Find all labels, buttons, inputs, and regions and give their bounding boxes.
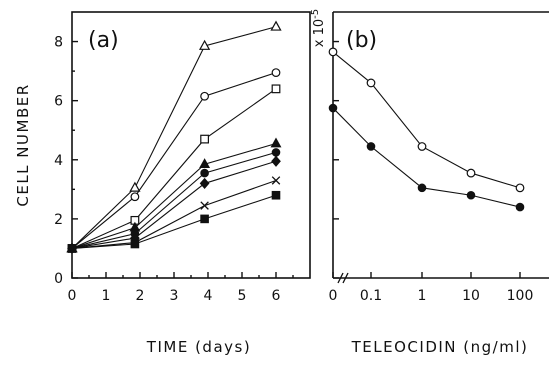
filled-circle-marker: [271, 148, 281, 157]
y-tick-label-a: 0: [54, 271, 63, 287]
open-triangle-marker: [270, 20, 282, 31]
series-line-a-open-triangle: [71, 26, 277, 249]
cross-marker: [271, 176, 281, 185]
x-tick-label-b: 1: [418, 288, 427, 304]
filled-diamond-marker: [271, 155, 281, 167]
y-axis-unit: x 10-5: [310, 9, 327, 47]
cross-marker: [200, 201, 209, 210]
open-circle-marker: [130, 192, 140, 202]
y-unit-exponent: -5: [310, 9, 321, 19]
series-line-a-cross: [71, 179, 277, 249]
filled-circle-marker: [417, 183, 427, 193]
x-axis-title-a: TIME (days): [146, 338, 251, 356]
filled-square-marker: [67, 244, 77, 253]
series-line-a-filled-circle: [71, 151, 277, 249]
x-tick-label-b: 100: [507, 288, 534, 304]
x-tick-label-b: 10: [462, 288, 480, 304]
filled-square-marker: [271, 190, 281, 200]
open-circle-marker: [466, 168, 476, 178]
filled-circle-marker: [366, 142, 376, 151]
panel-b-label: (b): [346, 28, 377, 53]
panel-b-series: [328, 47, 525, 212]
y-tick-label-a: 8: [54, 35, 63, 51]
x-tick-label-a: 6: [272, 288, 281, 304]
x-tick-label-a: 4: [204, 288, 213, 304]
y-axis-title: CELL NUMBER: [14, 83, 32, 206]
filled-square-marker: [130, 239, 140, 249]
x-tick-label-b: 0.1: [360, 288, 382, 304]
open-circle-marker: [200, 91, 210, 101]
x-axis-title-b: TELEOCIDIN (ng/ml): [351, 338, 529, 356]
open-circle-marker: [417, 142, 427, 151]
panel-a-ticks: 0 1 2 3 4 5 6 0 2 4 6 8: [54, 35, 294, 304]
y-tick-label-a: 6: [54, 94, 63, 110]
open-circle-marker: [271, 68, 281, 77]
open-triangle-marker: [129, 181, 141, 192]
series-line-a-filled-triangle: [71, 142, 277, 249]
open-triangle-marker: [198, 39, 211, 50]
filled-circle-marker: [200, 168, 209, 178]
filled-circle-marker: [515, 202, 525, 212]
open-circle-marker: [328, 47, 338, 57]
filled-triangle-marker: [199, 158, 211, 169]
series-line-b-filled-circle: [332, 107, 521, 208]
series-line-a-filled-diamond: [71, 160, 277, 249]
series-line-a-filled-square: [71, 194, 277, 249]
filled-diamond-marker: [199, 177, 210, 189]
panel-a-label: (a): [88, 28, 119, 53]
series-line-b-open-circle: [332, 51, 521, 189]
axis-break-mark: [337, 272, 349, 284]
x-tick-label-a: 1: [102, 288, 111, 304]
x-tick-label-a: 0: [68, 288, 77, 304]
x-tick-label-b: 0: [329, 288, 338, 304]
x-tick-label-a: 5: [238, 288, 247, 304]
panel-b-ticks: 0 0.1 1 10 100: [329, 40, 534, 304]
series-line-a-open-square: [71, 88, 277, 249]
y-unit-base: x 10: [312, 19, 327, 47]
open-square-marker: [271, 84, 281, 94]
open-square-marker: [200, 134, 210, 144]
filled-circle-marker: [466, 190, 476, 200]
y-tick-label-a: 2: [54, 212, 63, 228]
filled-square-marker: [200, 214, 209, 224]
y-tick-label-a: 4: [54, 153, 63, 169]
filled-circle-marker: [328, 103, 338, 113]
open-circle-marker: [366, 78, 376, 88]
x-tick-label-a: 3: [170, 288, 179, 304]
open-circle-marker: [515, 183, 525, 193]
filled-triangle-marker: [270, 137, 282, 148]
x-tick-label-a: 2: [136, 288, 145, 304]
series-line-a-open-circle: [71, 72, 277, 249]
panel-a-series: [66, 20, 282, 255]
